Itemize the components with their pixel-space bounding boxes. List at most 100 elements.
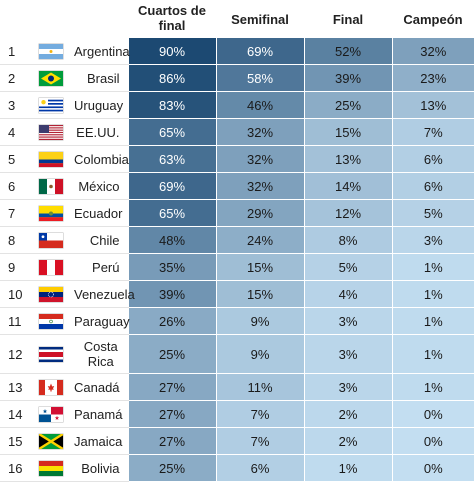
champion-probability: 32% — [391, 38, 474, 65]
table-row: 4 EE.UU. 65% 32% 15% 7% — [0, 118, 474, 146]
country-name: Colombia — [74, 145, 129, 173]
final-probability: 8% — [303, 226, 392, 254]
champion-probability: 1% — [391, 253, 474, 281]
flag-cell — [28, 253, 74, 281]
table-row: 14 Panamá 27% 7% 2% 0% — [0, 400, 474, 428]
brazil-flag-icon — [39, 71, 63, 87]
rank-cell: 16 — [0, 454, 28, 482]
final-probability: 3% — [303, 307, 392, 335]
jamaica-flag-icon — [39, 434, 63, 450]
header-semifinal: Semifinal — [231, 11, 289, 27]
table-row: 7 Ecuador 65% 29% 12% 5% — [0, 199, 474, 227]
table-body: 1 Argentina 90% 69% 52% 32% 2 Brasil 86% 58% 39% 23… — [0, 38, 474, 482]
country-name: Venezuela — [74, 280, 135, 308]
final-probability: 13% — [303, 145, 392, 173]
semifinal-probability: 6% — [215, 454, 304, 482]
champion-probability: 6% — [391, 145, 474, 173]
country-name: Panamá — [74, 400, 128, 428]
quarterfinal-probability: 65% — [127, 199, 216, 227]
quarterfinal-probability: 26% — [127, 307, 216, 335]
rank-cell: 4 — [0, 118, 28, 146]
final-probability: 2% — [303, 427, 392, 455]
costa-rica-flag-icon — [39, 347, 63, 363]
colombia-flag-icon — [39, 152, 63, 168]
uruguay-flag-icon — [39, 98, 63, 114]
final-probability: 5% — [303, 253, 392, 281]
table-row: 1 Argentina 90% 69% 52% 32% — [0, 38, 474, 65]
champion-probability: 1% — [391, 334, 474, 374]
rank-cell: 1 — [0, 38, 28, 65]
flag-cell — [28, 400, 74, 428]
country-name: Paraguay — [74, 307, 130, 335]
quarterfinal-probability: 86% — [127, 64, 216, 92]
venezuela-flag-icon — [39, 287, 63, 303]
country-name: Chile — [74, 226, 128, 254]
mexico-flag-icon — [39, 179, 63, 195]
table-row: 11 Paraguay 26% 9% 3% 1% — [0, 307, 474, 335]
table-row: 3 Uruguay 83% 46% 25% 13% — [0, 91, 474, 119]
final-probability: 52% — [303, 38, 392, 65]
final-probability: 3% — [303, 373, 392, 401]
rank-cell: 7 — [0, 199, 28, 227]
rank-cell: 2 — [0, 64, 28, 92]
champion-probability: 0% — [391, 427, 474, 455]
argentina-flag-icon — [39, 44, 63, 60]
champion-probability: 6% — [391, 172, 474, 200]
canada-flag-icon — [39, 380, 63, 396]
quarterfinal-probability: 25% — [127, 454, 216, 482]
flag-cell — [28, 91, 74, 119]
flag-cell — [28, 427, 74, 455]
quarterfinal-probability: 48% — [127, 226, 216, 254]
header-flag — [28, 0, 74, 38]
champion-probability: 23% — [391, 64, 474, 92]
table-row: 10 Venezuela 39% 15% 4% 1% — [0, 280, 474, 308]
flag-cell — [28, 454, 74, 482]
panama-flag-icon — [39, 407, 63, 423]
flag-cell — [28, 280, 74, 308]
country-name: Jamaica — [74, 427, 128, 455]
final-probability: 39% — [303, 64, 392, 92]
rank-cell: 14 — [0, 400, 28, 428]
flag-cell — [28, 118, 74, 146]
semifinal-probability: 32% — [215, 172, 304, 200]
header-quarterfinal: Cuartos de final — [138, 3, 206, 33]
country-name: Argentina — [74, 38, 130, 65]
country-name: Bolivia — [74, 454, 128, 482]
semifinal-probability: 7% — [215, 427, 304, 455]
quarterfinal-probability: 35% — [127, 253, 216, 281]
champion-probability: 0% — [391, 400, 474, 428]
country-name: Brasil — [74, 64, 128, 92]
flag-cell — [28, 373, 74, 401]
rank-cell: 6 — [0, 172, 28, 200]
champion-probability: 1% — [391, 280, 474, 308]
header-rank — [0, 0, 28, 38]
semifinal-probability: 24% — [215, 226, 304, 254]
quarterfinal-probability: 90% — [127, 38, 216, 65]
flag-cell — [28, 64, 74, 92]
quarterfinal-probability: 25% — [127, 334, 216, 374]
quarterfinal-probability: 83% — [127, 91, 216, 119]
country-name: Uruguay — [74, 91, 128, 119]
country-name: Canadá — [74, 373, 128, 401]
paraguay-flag-icon — [39, 314, 63, 330]
ecuador-flag-icon — [39, 206, 63, 222]
flag-cell — [28, 172, 74, 200]
flag-cell — [28, 334, 74, 374]
flag-cell — [28, 226, 74, 254]
table-row: 12 Costa Rica 25% 9% 3% 1% — [0, 334, 474, 374]
champion-probability: 5% — [391, 199, 474, 227]
country-name: EE.UU. — [74, 118, 128, 146]
flag-cell — [28, 307, 74, 335]
final-probability: 3% — [303, 334, 392, 374]
rank-cell: 10 — [0, 280, 28, 308]
rank-cell: 9 — [0, 253, 28, 281]
country-name: Costa Rica — [74, 334, 128, 374]
rank-cell: 11 — [0, 307, 28, 335]
header-row: Cuartos de final Semifinal Final Campeón — [0, 0, 474, 38]
quarterfinal-probability: 63% — [127, 145, 216, 173]
champion-probability: 1% — [391, 307, 474, 335]
peru-flag-icon — [39, 260, 63, 276]
semifinal-probability: 9% — [215, 334, 304, 374]
rank-cell: 5 — [0, 145, 28, 173]
quarterfinal-probability: 65% — [127, 118, 216, 146]
